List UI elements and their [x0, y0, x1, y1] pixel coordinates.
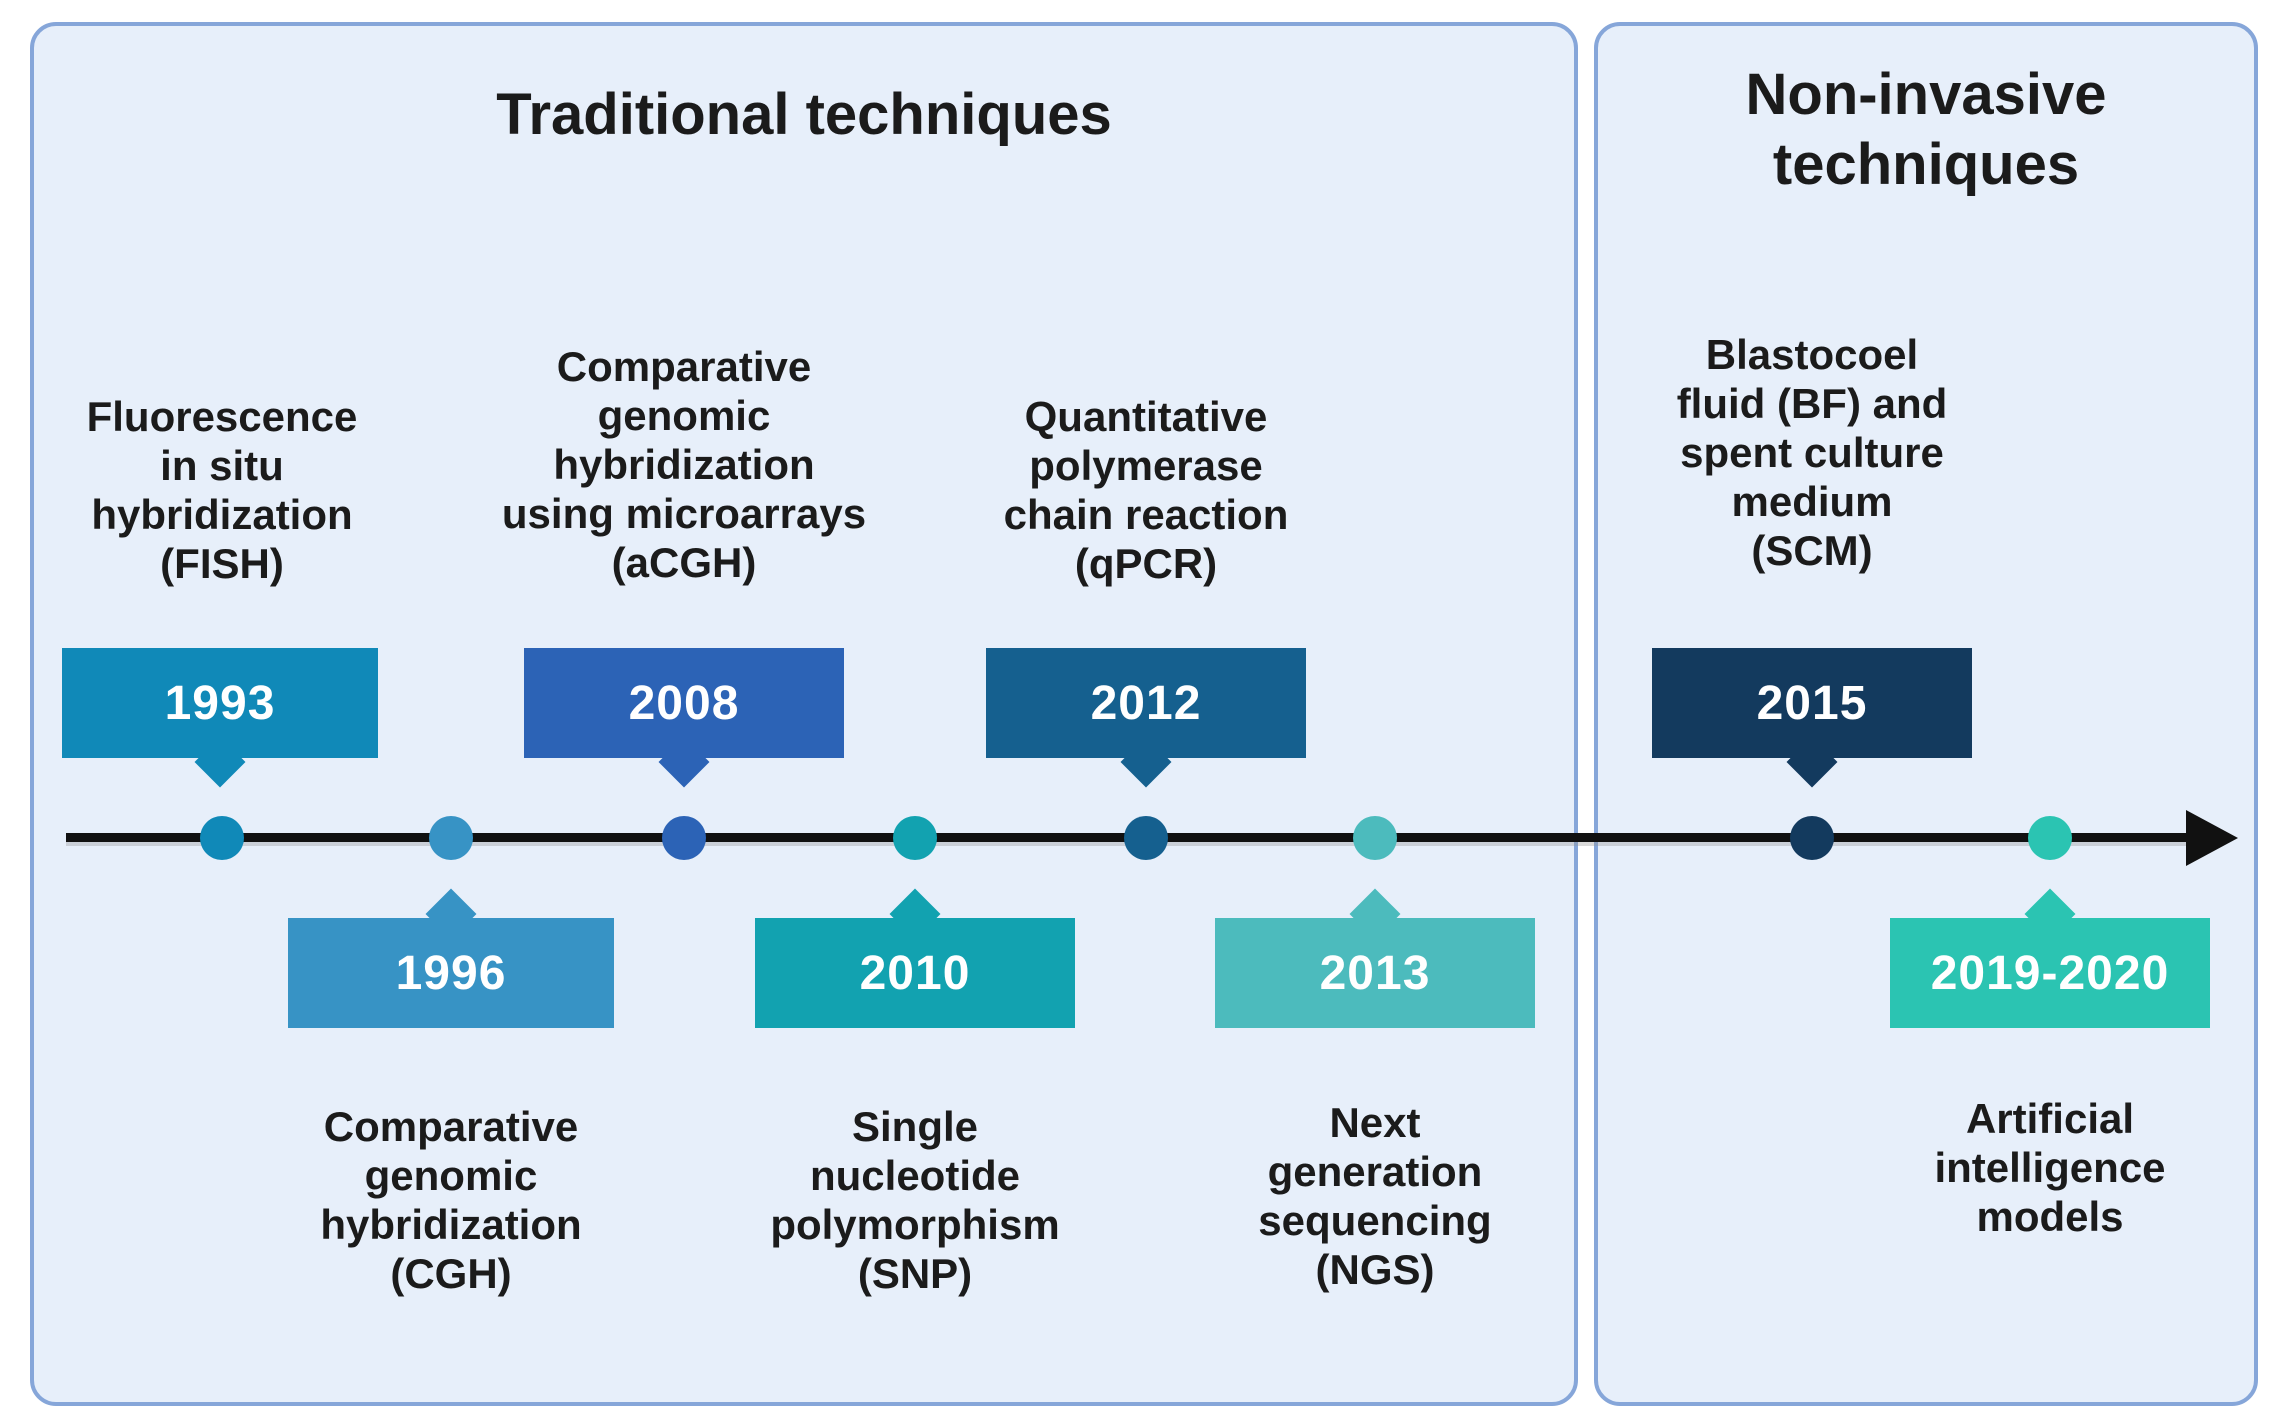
year-badge: 2015 [1652, 648, 1972, 788]
event-label: Quantitative polymerase chain reaction (… [1003, 393, 1289, 587]
year-text: 1996 [395, 946, 507, 1000]
timeline-dot [429, 816, 473, 860]
event-label: Next generation sequencing (NGS) [1258, 1099, 1492, 1293]
event-label: Comparative genomic hybridization using … [501, 343, 867, 586]
event-label: Comparative genomic hybridization (CGH) [320, 1103, 582, 1297]
year-badge: 2013 [1215, 888, 1535, 1028]
event-label: Blastocoel fluid (BF) and spent culture … [1676, 331, 1948, 574]
year-badge: 1996 [288, 888, 614, 1028]
timeline-dot [200, 816, 244, 860]
year-badge: 1993 [62, 648, 378, 788]
event-label: Fluorescence in situ hybridization (FISH… [86, 393, 358, 587]
timeline-dot [1790, 816, 1834, 860]
event-label: Artificial intelligence models [1934, 1095, 2166, 1240]
timeline-dot [1124, 816, 1168, 860]
year-badge: 2019-2020 [1890, 888, 2210, 1028]
year-badge: 2008 [524, 648, 844, 788]
year-text: 2008 [628, 676, 740, 730]
year-text: 2012 [1090, 676, 1202, 730]
timeline-arrowhead-icon [2186, 810, 2238, 866]
timeline-dot [1353, 816, 1397, 860]
event-label: Single nucleotide polymorphism (SNP) [770, 1103, 1060, 1297]
year-text: 1993 [164, 676, 276, 730]
year-badge: 2010 [755, 888, 1075, 1028]
timeline-dot [2028, 816, 2072, 860]
year-text: 2015 [1756, 676, 1868, 730]
year-badge: 2012 [986, 648, 1306, 788]
panel-title-non-invasive: Non-invasive techniques [1745, 62, 2107, 197]
panel-title-traditional: Traditional techniques [496, 82, 1112, 147]
year-text: 2019-2020 [1930, 946, 2170, 1000]
year-text: 2010 [859, 946, 971, 1000]
timeline-dot [893, 816, 937, 860]
timeline-dot [662, 816, 706, 860]
year-text: 2013 [1319, 946, 1431, 1000]
